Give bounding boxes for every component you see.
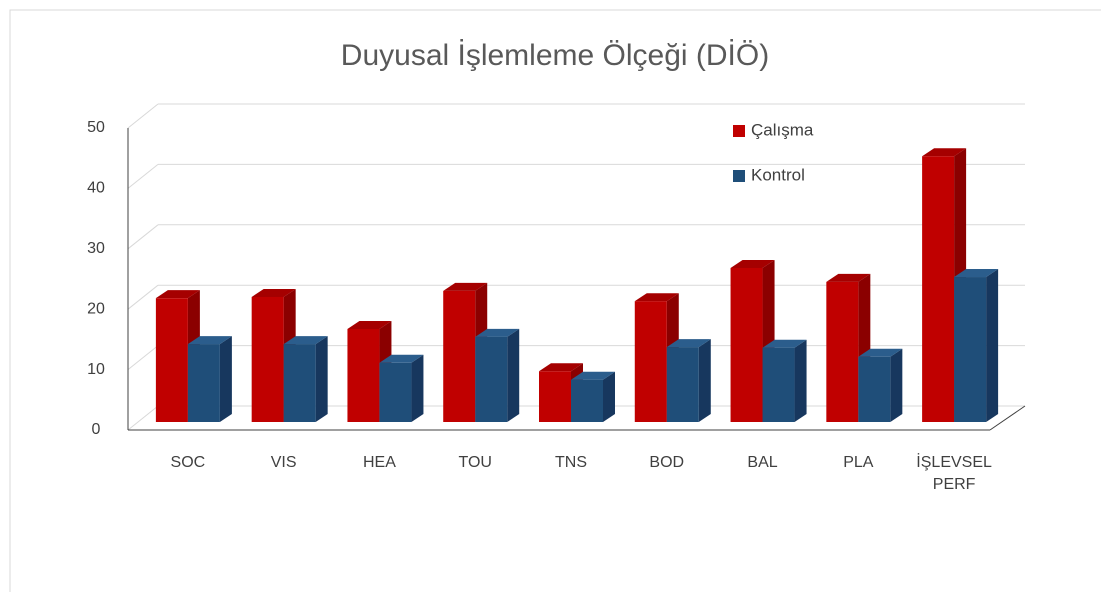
bar-top [155, 290, 200, 299]
bar-top [922, 148, 967, 157]
bar-top [571, 371, 615, 380]
grid-line-side [127, 345, 159, 370]
bar-top [283, 336, 328, 345]
bar-side [603, 371, 615, 422]
bar-top [954, 269, 999, 278]
bar [539, 371, 571, 422]
chart-title: Duyusal İşlemleme Ölçeği (DİÖ) [341, 39, 769, 72]
bar [634, 301, 667, 422]
legend-swatch [733, 170, 745, 182]
bar-side [794, 339, 807, 422]
bar-top [251, 288, 296, 297]
bar-top [666, 339, 711, 348]
grid-line-side [127, 224, 159, 250]
bar-top [475, 328, 520, 337]
grid-line-side [127, 405, 159, 431]
bar [251, 296, 284, 422]
x-tick-label: PLA [843, 454, 874, 471]
bar-top [762, 339, 807, 348]
grid-line-side [127, 164, 159, 189]
x-tick-label: SOC [170, 454, 206, 471]
bar-side [986, 269, 999, 422]
bar-top [443, 282, 488, 291]
grid-line-side [127, 103, 159, 129]
x-tick-label: VIS [270, 454, 297, 471]
bar [347, 328, 380, 422]
y-tick-label: 20 [87, 300, 105, 317]
bar-top [826, 273, 871, 282]
bar-side [411, 354, 424, 422]
x-tick-label: TOU [458, 454, 492, 471]
y-tick-label: 10 [87, 361, 105, 378]
x-tick-label: HEA [362, 454, 396, 471]
y-tick-label: 40 [87, 180, 105, 197]
bar [762, 347, 795, 422]
legend-label: Kontrol [751, 165, 805, 184]
floor-edge [989, 405, 1026, 431]
bar-side [219, 336, 232, 422]
bar [571, 379, 603, 422]
bar-side [890, 348, 903, 422]
bar [187, 344, 220, 422]
bar-top [539, 363, 583, 372]
bar-top [730, 259, 775, 268]
bar [858, 356, 891, 422]
bar-side [698, 339, 711, 422]
legend-label: Çalışma [751, 120, 814, 139]
x-tick-label: BAL [747, 454, 778, 471]
bar-side [315, 336, 328, 422]
x-tick-label: İŞLEVSEL PERF [916, 454, 992, 493]
x-tick-label: BOD [649, 454, 685, 471]
bar-top [187, 336, 232, 345]
bar [475, 336, 508, 422]
bar-side [507, 328, 520, 422]
y-tick-label: 30 [87, 240, 105, 257]
bar [379, 362, 412, 422]
bar [954, 277, 987, 422]
bar [730, 267, 763, 422]
bar-top [379, 354, 424, 363]
x-tick-label: TNS [555, 454, 587, 471]
legend-swatch [733, 125, 745, 137]
bar [826, 281, 859, 422]
bar [443, 290, 476, 422]
y-tick-label: 0 [92, 421, 101, 438]
bar-top [347, 320, 392, 329]
bar [666, 347, 699, 422]
bar-top [858, 348, 903, 357]
bar [155, 298, 188, 422]
bar [922, 156, 955, 423]
bar [283, 344, 316, 422]
y-tick-label: 50 [87, 119, 105, 136]
grid-line-side [127, 284, 159, 310]
bar-top [634, 293, 679, 302]
